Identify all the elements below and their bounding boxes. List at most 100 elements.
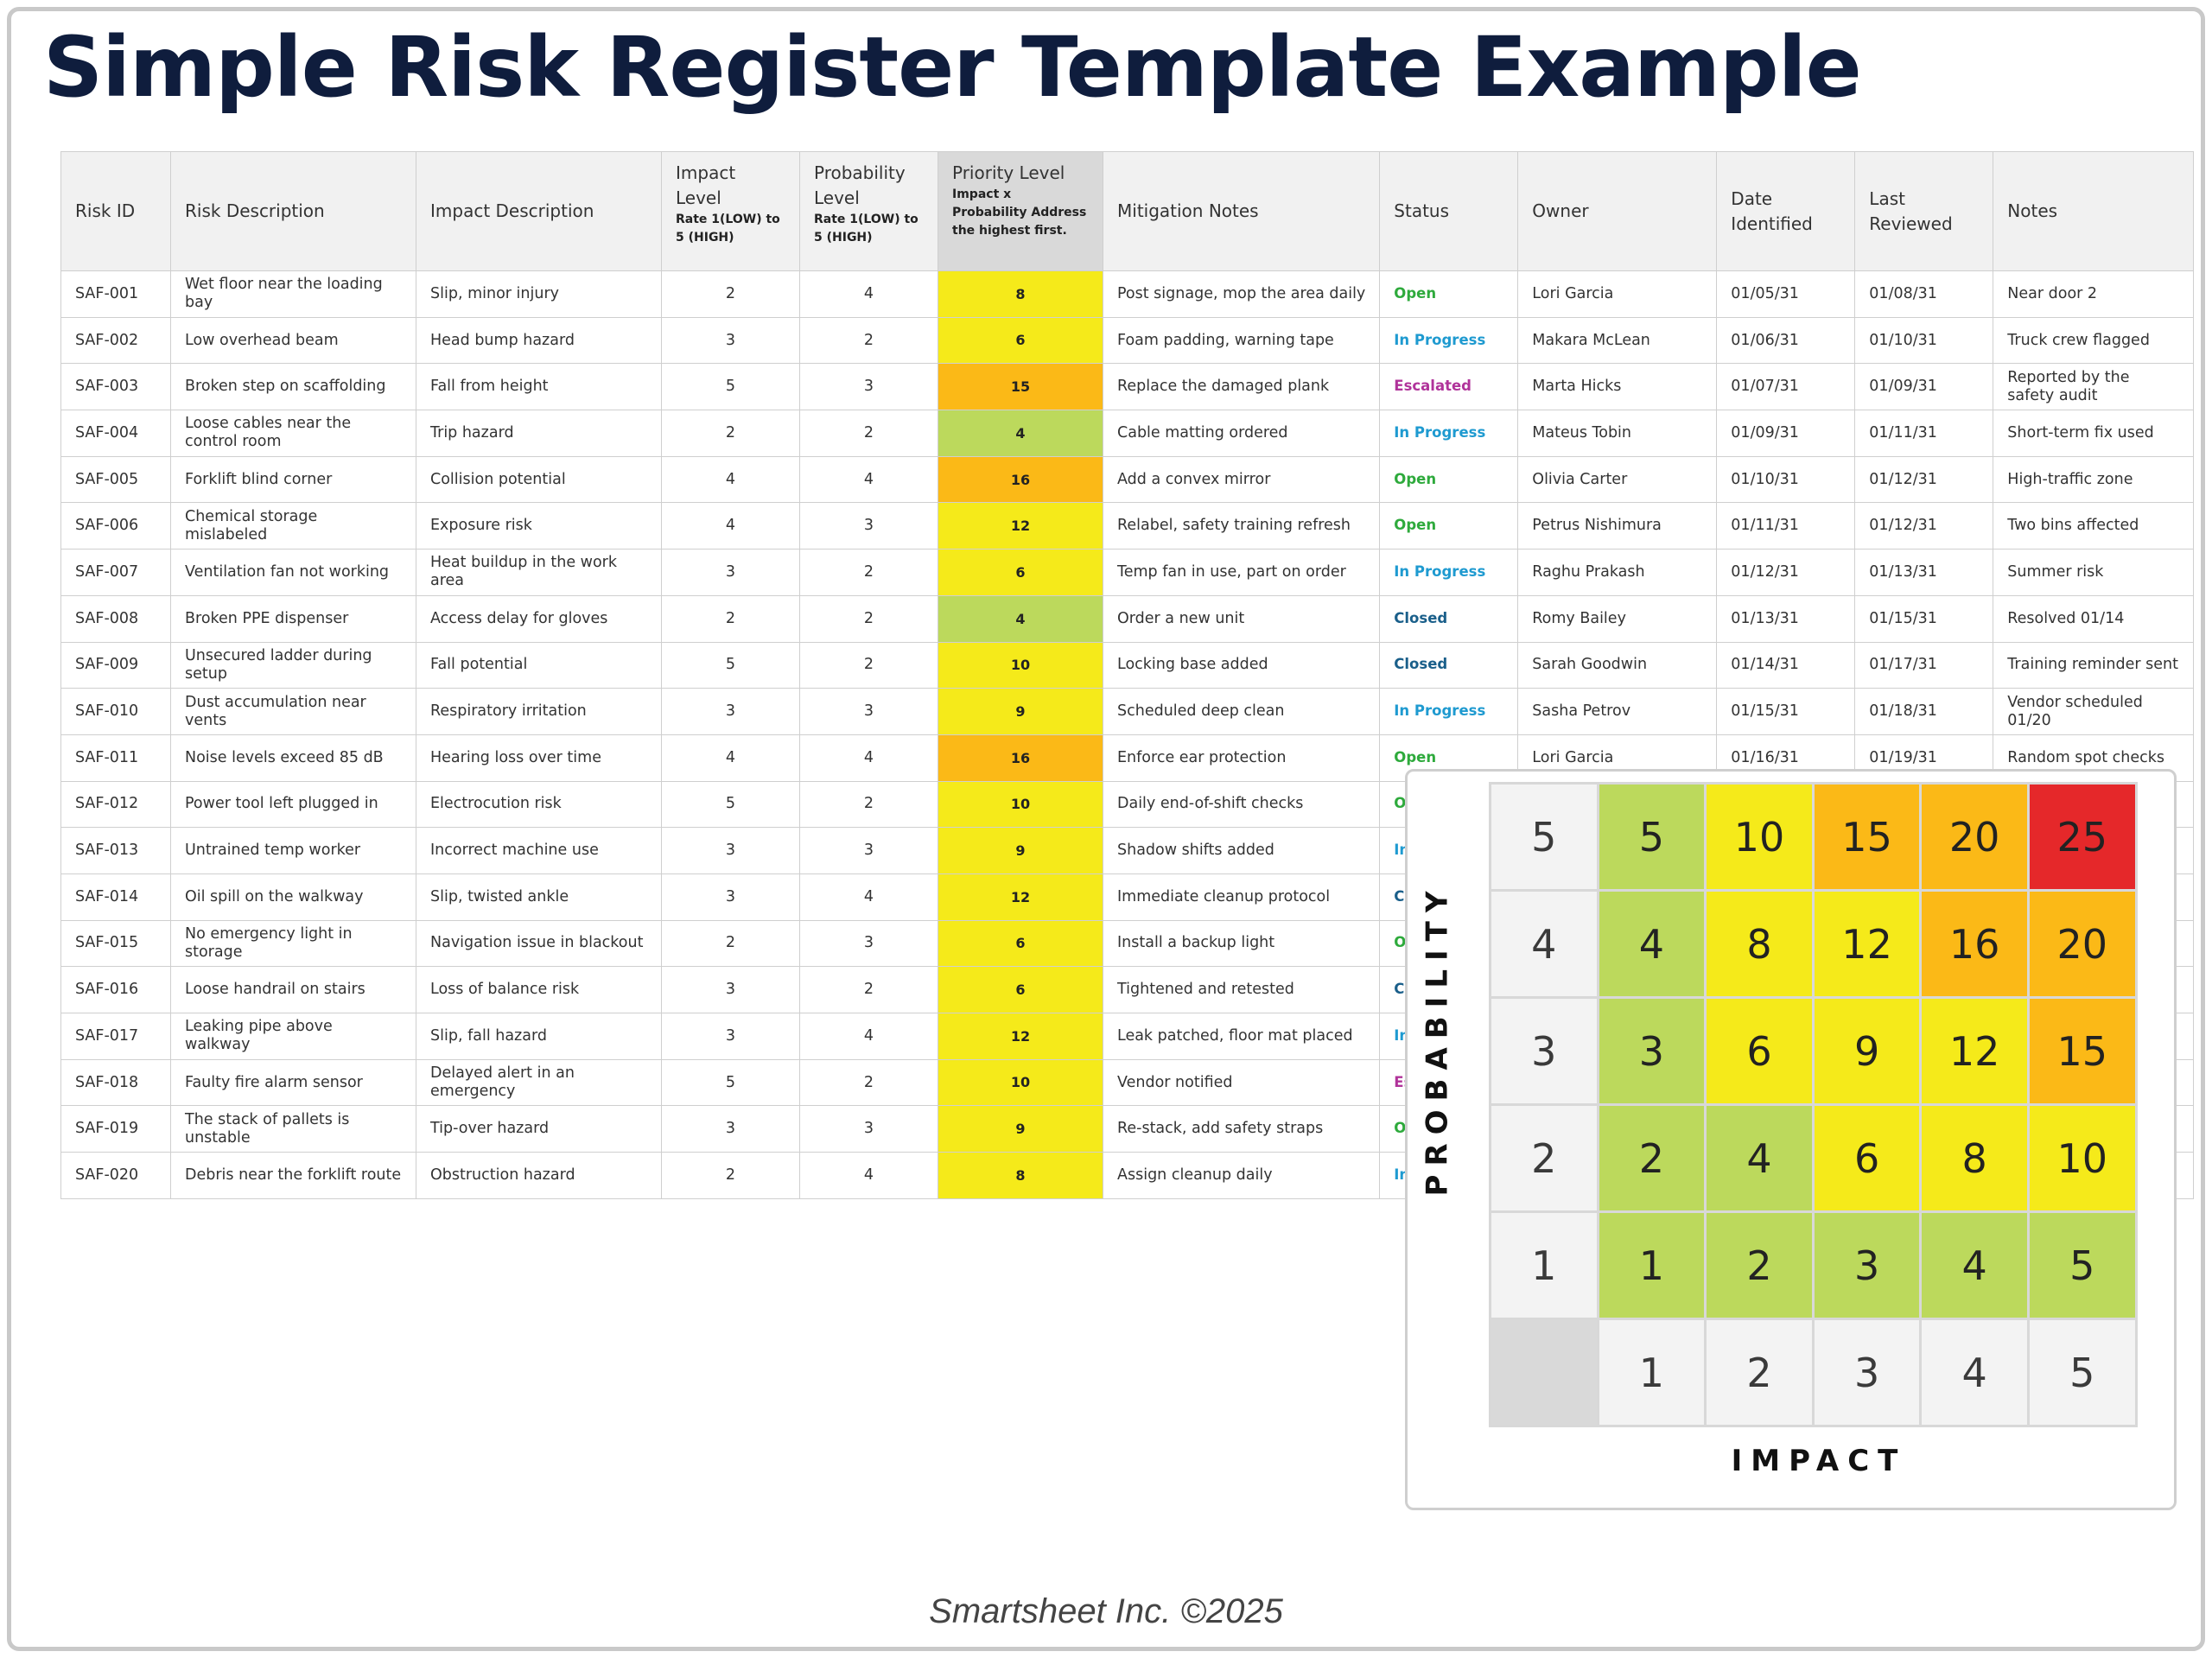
cell-probability-level: 4 bbox=[799, 734, 938, 782]
col-priority-level: Priority Level Impact x Probability Addre… bbox=[938, 151, 1103, 271]
cell-priority-level: 10 bbox=[938, 1058, 1103, 1107]
cell-risk-description: Untrained temp worker bbox=[170, 827, 416, 874]
cell-status: Escalated bbox=[1379, 363, 1519, 411]
impact-value-label: 4 bbox=[1919, 1318, 2030, 1427]
cell-status: Closed bbox=[1379, 641, 1519, 689]
cell-impact-description: Slip, twisted ankle bbox=[416, 873, 662, 921]
cell-date-identified: 01/07/31 bbox=[1716, 363, 1856, 411]
col-last-reviewed: Last Reviewed bbox=[1854, 151, 1994, 271]
matrix-cell: 8 bbox=[1704, 889, 1815, 999]
cell-date-identified: 01/15/31 bbox=[1716, 688, 1856, 735]
cell-probability-level: 2 bbox=[799, 780, 938, 829]
cell-owner: Makara McLean bbox=[1517, 316, 1718, 365]
cell-last-reviewed: 01/08/31 bbox=[1854, 270, 1994, 318]
table-row: SAF-001 Wet floor near the loading bay Sli… bbox=[60, 270, 2195, 318]
cell-risk-description: Leaking pipe above walkway bbox=[170, 1013, 416, 1060]
cell-mitigation-notes: Replace the damaged plank bbox=[1102, 363, 1381, 411]
cell-probability-level: 4 bbox=[799, 1152, 938, 1199]
probability-value-label: 2 bbox=[1489, 1103, 1599, 1213]
matrix-corner bbox=[1489, 1318, 1599, 1427]
table-row: SAF-006 Chemical storage mislabeled Exposu… bbox=[60, 502, 2195, 550]
cell-risk-id: SAF-010 bbox=[60, 688, 171, 735]
probability-value-label: 1 bbox=[1489, 1210, 1599, 1320]
cell-impact-description: Loss of balance risk bbox=[416, 966, 662, 1013]
cell-impact-description: Heat buildup in the work area bbox=[416, 549, 662, 596]
matrix-cell: 25 bbox=[2026, 782, 2138, 892]
cell-priority-level: 8 bbox=[938, 270, 1103, 318]
matrix-cell: 4 bbox=[1919, 1210, 2030, 1320]
matrix-row: 3 3 6 9 12 15 bbox=[1489, 996, 2138, 1106]
cell-mitigation-notes: Vendor notified bbox=[1102, 1058, 1381, 1107]
cell-status: Closed bbox=[1379, 594, 1519, 643]
cell-status: In Progress bbox=[1379, 688, 1519, 735]
cell-impact-level: 5 bbox=[661, 641, 800, 689]
matrix-cell: 4 bbox=[1596, 889, 1707, 999]
matrix-cell: 5 bbox=[1596, 782, 1707, 892]
col-owner: Owner bbox=[1517, 151, 1718, 271]
matrix-cell: 15 bbox=[1811, 782, 1923, 892]
cell-impact-description: Tip-over hazard bbox=[416, 1105, 662, 1153]
cell-mitigation-notes: Cable matting ordered bbox=[1102, 410, 1381, 457]
matrix-cell: 20 bbox=[1919, 782, 2030, 892]
table-row: SAF-010 Dust accumulation near vents Respi… bbox=[60, 688, 2195, 735]
cell-risk-description: The stack of pallets is unstable bbox=[170, 1105, 416, 1153]
cell-risk-id: SAF-005 bbox=[60, 455, 171, 504]
cell-risk-id: SAF-013 bbox=[60, 827, 171, 874]
footer-copyright: Smartsheet Inc. ©2025 bbox=[929, 1592, 1283, 1630]
cell-impact-description: Electrocution risk bbox=[416, 780, 662, 829]
matrix-cell: 16 bbox=[1919, 889, 2030, 999]
matrix-cell: 15 bbox=[2026, 996, 2138, 1106]
cell-probability-level: 3 bbox=[799, 827, 938, 874]
cell-priority-level: 10 bbox=[938, 641, 1103, 689]
cell-risk-id: SAF-017 bbox=[60, 1013, 171, 1060]
cell-risk-id: SAF-001 bbox=[60, 270, 171, 318]
cell-notes: Truck crew flagged bbox=[1993, 316, 2195, 365]
cell-impact-level: 3 bbox=[661, 549, 800, 596]
cell-probability-level: 2 bbox=[799, 316, 938, 365]
risk-matrix-grid: 5 5 10 15 20 25 4 4 8 12 16 20 3 3 6 9 12 15 2 2 4 6 8 10 1 1 2 3 4 5… bbox=[1489, 782, 2138, 1427]
matrix-cell: 6 bbox=[1704, 996, 1815, 1106]
cell-status: Open bbox=[1379, 502, 1519, 550]
cell-impact-level: 3 bbox=[661, 1105, 800, 1153]
col-risk-id: Risk ID bbox=[60, 151, 171, 271]
cell-priority-level: 12 bbox=[938, 502, 1103, 550]
cell-impact-level: 3 bbox=[661, 688, 800, 735]
cell-mitigation-notes: Scheduled deep clean bbox=[1102, 688, 1381, 735]
cell-impact-description: Access delay for gloves bbox=[416, 594, 662, 643]
cell-impact-level: 5 bbox=[661, 780, 800, 829]
cell-impact-level: 4 bbox=[661, 734, 800, 782]
col-date-identified: Date Identified bbox=[1716, 151, 1856, 271]
cell-mitigation-notes: Locking base added bbox=[1102, 641, 1381, 689]
cell-impact-description: Fall from height bbox=[416, 363, 662, 411]
cell-date-identified: 01/13/31 bbox=[1716, 594, 1856, 643]
cell-risk-id: SAF-018 bbox=[60, 1058, 171, 1107]
cell-priority-level: 12 bbox=[938, 1013, 1103, 1060]
matrix-cell: 12 bbox=[1919, 996, 2030, 1106]
cell-impact-level: 2 bbox=[661, 410, 800, 457]
cell-probability-level: 2 bbox=[799, 641, 938, 689]
table-row: SAF-009 Unsecured ladder during setup Fall… bbox=[60, 641, 2195, 689]
cell-risk-description: Ventilation fan not working bbox=[170, 549, 416, 596]
cell-owner: Lori Garcia bbox=[1517, 270, 1718, 318]
col-status: Status bbox=[1379, 151, 1519, 271]
cell-impact-level: 3 bbox=[661, 873, 800, 921]
cell-owner: Marta Hicks bbox=[1517, 363, 1718, 411]
cell-priority-level: 6 bbox=[938, 919, 1103, 968]
impact-axis-label: IMPACT bbox=[1731, 1444, 1907, 1478]
status-badge: In Progress bbox=[1394, 423, 1486, 441]
cell-impact-description: Head bump hazard bbox=[416, 316, 662, 365]
col-probability-level: Probability Level Rate 1(LOW) to 5 (HIGH) bbox=[799, 151, 938, 271]
cell-impact-description: Incorrect machine use bbox=[416, 827, 662, 874]
cell-risk-description: Unsecured ladder during setup bbox=[170, 641, 416, 689]
cell-probability-level: 3 bbox=[799, 1105, 938, 1153]
page-title: Simple Risk Register Template Example bbox=[43, 19, 1862, 116]
cell-mitigation-notes: Order a new unit bbox=[1102, 594, 1381, 643]
probability-axis-label: PROBABILITY bbox=[1420, 882, 1454, 1197]
cell-risk-id: SAF-011 bbox=[60, 734, 171, 782]
cell-priority-level: 16 bbox=[938, 455, 1103, 504]
cell-impact-level: 4 bbox=[661, 455, 800, 504]
matrix-cell: 4 bbox=[1704, 1103, 1815, 1213]
matrix-cell: 1 bbox=[1596, 1210, 1707, 1320]
cell-probability-level: 2 bbox=[799, 410, 938, 457]
